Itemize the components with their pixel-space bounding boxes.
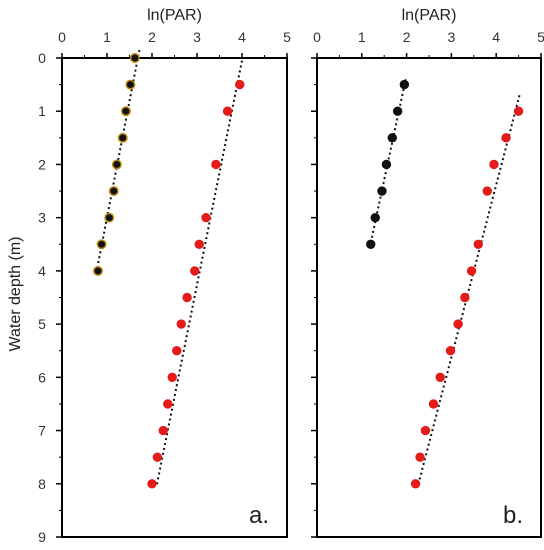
data-point <box>415 452 425 462</box>
y-tick-label: 8 <box>38 476 46 492</box>
data-point <box>111 159 122 170</box>
y-tick-label: 2 <box>38 156 46 172</box>
data-point <box>410 479 421 489</box>
data-point <box>392 106 403 116</box>
data-point <box>190 266 200 276</box>
y-axis-title: Water depth (m) <box>7 237 24 352</box>
data-point <box>147 479 157 489</box>
data-point <box>235 79 245 90</box>
data-point <box>163 399 173 409</box>
x-tick-label: 5 <box>283 29 291 45</box>
panel-a: 0 1 2 3 4 5 0 1 2 3 4 5 6 7 8 9 ln(PAR) a. <box>38 7 291 545</box>
plot-frame <box>316 57 542 538</box>
panel-label: a. <box>249 502 269 529</box>
x-tick-label: 1 <box>358 29 366 45</box>
data-point <box>381 159 392 170</box>
data-point <box>482 186 492 196</box>
data-point <box>129 53 140 63</box>
x-tick-label: 3 <box>193 29 201 45</box>
data-point <box>182 292 192 303</box>
data-point <box>445 346 456 356</box>
data-point <box>435 372 445 383</box>
data-point <box>370 212 380 223</box>
panel-b: 0 1 2 3 4 5 ln(PAR) b. <box>311 7 544 538</box>
panel-label: b. <box>503 502 523 529</box>
y-tick-label: 3 <box>38 210 46 226</box>
x-tick-label: 4 <box>492 29 500 45</box>
data-point <box>125 79 136 90</box>
x-tick-label: 0 <box>58 29 66 45</box>
data-point <box>222 106 233 116</box>
y-tick-label: 7 <box>38 423 46 439</box>
data-point <box>194 239 204 249</box>
x-tick-label: 2 <box>403 29 411 45</box>
x-tick-label: 2 <box>148 29 156 45</box>
data-point <box>513 106 524 116</box>
data-point <box>453 319 463 329</box>
x-axis-title: ln(PAR) <box>402 7 457 24</box>
data-point <box>489 159 499 170</box>
y-tick-label: 4 <box>38 263 46 279</box>
data-point <box>399 79 410 90</box>
data-point <box>93 265 103 276</box>
plot-frame <box>61 57 288 538</box>
data-point <box>377 186 387 196</box>
data-point <box>120 106 131 117</box>
data-point <box>211 159 221 170</box>
x-tick-label: 1 <box>103 29 111 45</box>
data-point <box>501 133 511 143</box>
data-point <box>201 212 211 223</box>
trendline <box>155 60 243 487</box>
data-point <box>387 133 397 143</box>
data-point <box>460 292 470 303</box>
data-point <box>96 239 107 250</box>
data-point <box>152 452 163 462</box>
data-point <box>176 319 186 329</box>
data-point <box>108 186 119 197</box>
y-tick-label: 9 <box>38 529 46 545</box>
data-point <box>420 425 431 436</box>
data-point <box>117 132 128 143</box>
x-tick-label: 4 <box>238 29 246 45</box>
trendline <box>416 95 521 487</box>
y-tick-label: 1 <box>38 103 46 119</box>
y-tick-label: 5 <box>38 316 46 332</box>
x-tick-label: 5 <box>537 29 544 45</box>
data-point <box>473 239 483 249</box>
data-point <box>428 399 439 409</box>
data-point <box>466 266 477 276</box>
data-point <box>167 372 177 383</box>
x-tick-label: 0 <box>313 29 321 45</box>
y-tick-label: 6 <box>38 369 46 385</box>
data-point <box>172 346 182 356</box>
data-point <box>158 425 168 436</box>
x-axis-title: ln(PAR) <box>147 7 202 24</box>
x-tick-label: 3 <box>448 29 456 45</box>
data-point <box>104 212 115 223</box>
y-tick-label: 0 <box>38 50 46 66</box>
data-point <box>366 239 376 249</box>
